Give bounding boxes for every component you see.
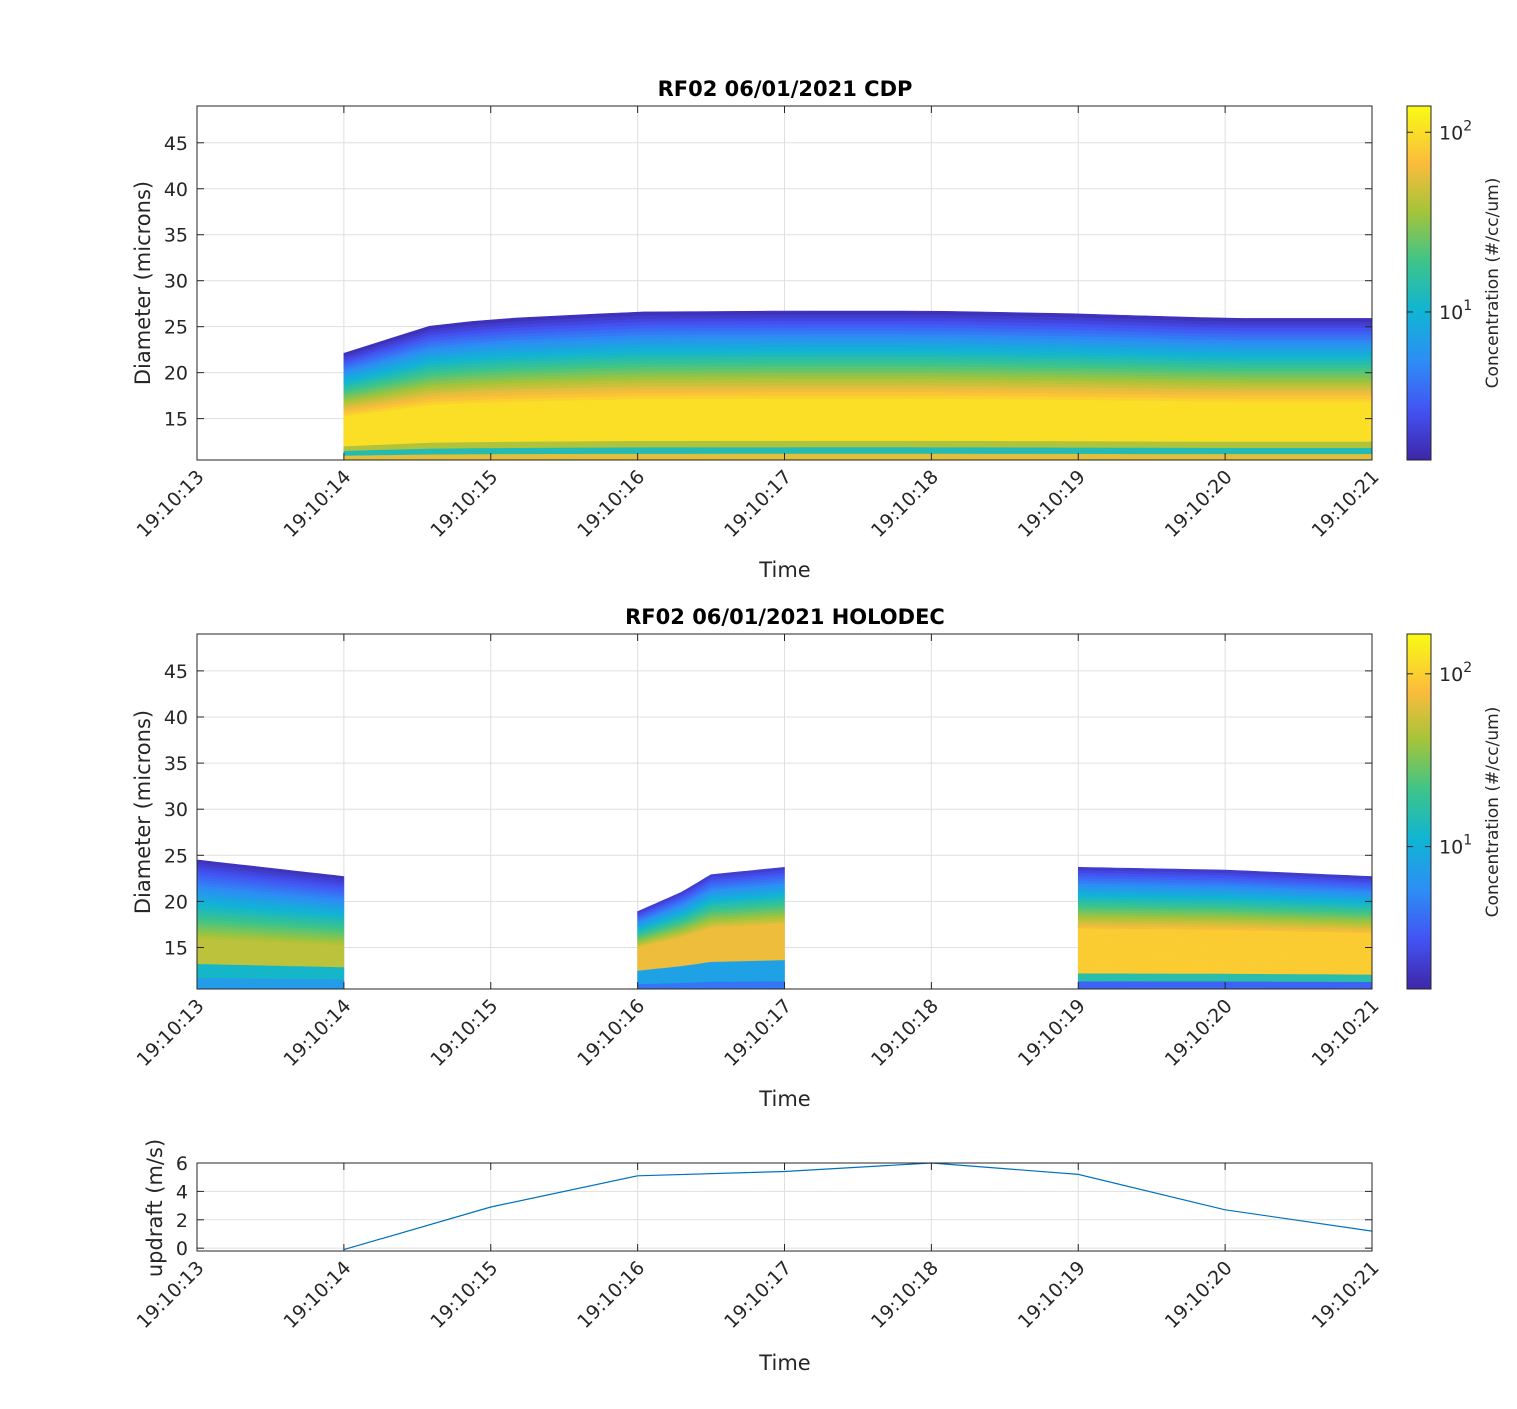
cdp-x-tick-label: 19:10:14	[280, 466, 356, 542]
updraft-x-tick-label: 19:10:18	[867, 1257, 943, 1333]
cdp-x-tick-label: 19:10:15	[426, 466, 502, 542]
holodec-colorbar-tick-exp: 1	[1463, 833, 1472, 849]
cdp-title: RF02 06/01/2021 CDP	[658, 77, 913, 101]
holodec-y-ticks: 15 20 25 30 35 40 45	[164, 661, 1372, 960]
holodec-heatmap-band	[196, 859, 345, 880]
updraft-y-tick-label: 0	[176, 1238, 188, 1260]
cdp-colorbar: 101 102 Concentration (#/cc/um)	[1406, 105, 1503, 461]
cdp-colorbar-tick-label: 102	[1439, 118, 1472, 144]
cdp-y-tick-label: 15	[164, 409, 188, 431]
updraft-y-ticks: 0 2 4 6	[176, 1153, 1372, 1260]
holodec-x-tick-label: 19:10:19	[1014, 995, 1090, 1071]
cdp-y-tick-label: 35	[164, 225, 188, 247]
cdp-y-tick-label: 30	[164, 271, 188, 293]
cdp-colorbar-tick-exp: 1	[1463, 298, 1472, 314]
holodec-colorbar: 101 102 Concentration (#/cc/um)	[1406, 633, 1503, 990]
cdp-xlabel: Time	[758, 558, 810, 582]
cdp-heatmap	[343, 310, 1373, 461]
cdp-colorbar-tick-label: 101	[1439, 298, 1472, 324]
cdp-y-ticks: 15 20 25 30 35 40 45	[164, 133, 1372, 431]
cdp-panel: RF02 06/01/2021 CDP 19:10:13 19:10:14 19:1…	[131, 77, 1503, 582]
holodec-colorbar-label: Concentration (#/cc/um)	[1483, 707, 1503, 918]
updraft-grid	[196, 1162, 1373, 1251]
holodec-x-tick-label: 19:10:13	[133, 995, 209, 1071]
cdp-ylabel: Diameter (microns)	[131, 181, 155, 385]
holodec-heatmap	[196, 859, 1373, 990]
holodec-x-ticks: 19:10:13 19:10:14 19:10:15 19:10:16 19:10:17…	[133, 634, 1384, 1071]
holodec-x-tick-label: 19:10:21	[1308, 995, 1384, 1071]
cdp-x-tick-label: 19:10:17	[720, 466, 796, 542]
holodec-x-tick-label: 19:10:14	[280, 995, 356, 1071]
updraft-ylabel: updraft (m/s)	[143, 1139, 167, 1277]
updraft-panel: 19:10:13 19:10:14 19:10:15 19:10:16 19:10:17…	[133, 1139, 1384, 1375]
cdp-colorbar-label: Concentration (#/cc/um)	[1483, 178, 1503, 389]
updraft-y-tick-label: 6	[176, 1153, 188, 1175]
updraft-y-tick-label: 2	[176, 1210, 188, 1232]
holodec-colorbar-tick-label: 101	[1439, 833, 1472, 859]
holodec-y-tick-label: 45	[164, 661, 188, 683]
holodec-y-tick-label: 25	[164, 845, 188, 867]
cdp-colorbar-tick-exp: 2	[1463, 118, 1472, 134]
updraft-x-tick-label: 19:10:21	[1308, 1257, 1384, 1333]
holodec-xlabel: Time	[758, 1087, 810, 1111]
holodec-x-tick-label: 19:10:18	[867, 995, 943, 1071]
updraft-line-layer	[343, 1162, 1373, 1251]
updraft-x-tick-label: 19:10:15	[426, 1257, 502, 1333]
cdp-x-tick-label: 19:10:19	[1014, 466, 1090, 542]
holodec-title: RF02 06/01/2021 HOLODEC	[625, 605, 945, 629]
holodec-x-tick-label: 19:10:20	[1161, 995, 1237, 1071]
holodec-colorbar-tick-label: 102	[1439, 660, 1472, 686]
holodec-heatmap-band	[637, 866, 785, 914]
holodec-y-tick-label: 30	[164, 799, 188, 821]
cdp-y-tick-label: 20	[164, 363, 188, 385]
holodec-y-tick-label: 15	[164, 938, 188, 960]
updraft-xlabel: Time	[758, 1351, 810, 1375]
holodec-y-tick-label: 20	[164, 891, 188, 913]
cdp-x-tick-label: 19:10:16	[573, 466, 649, 542]
holodec-colorbar-ramp	[1406, 633, 1432, 990]
holodec-y-tick-label: 40	[164, 707, 188, 729]
updraft-series-line	[343, 1162, 1373, 1251]
holodec-colorbar-tick-exp: 2	[1463, 660, 1472, 676]
cdp-y-tick-label: 40	[164, 179, 188, 201]
cdp-y-tick-label: 25	[164, 317, 188, 339]
holodec-x-tick-label: 19:10:16	[573, 995, 649, 1071]
cdp-x-tick-label: 19:10:18	[867, 466, 943, 542]
holodec-x-tick-label: 19:10:17	[720, 995, 796, 1071]
holodec-x-tick-label: 19:10:15	[426, 995, 502, 1071]
updraft-x-tick-label: 19:10:14	[280, 1257, 356, 1333]
updraft-x-tick-label: 19:10:19	[1014, 1257, 1090, 1333]
updraft-y-tick-label: 4	[176, 1181, 188, 1203]
updraft-x-tick-label: 19:10:17	[720, 1257, 796, 1333]
cdp-x-tick-label: 19:10:13	[133, 466, 209, 542]
holodec-panel: RF02 06/01/2021 HOLODEC 19:10:13 19:10:14…	[131, 605, 1503, 1111]
cdp-colorbar-ramp	[1406, 105, 1432, 461]
holodec-ylabel: Diameter (microns)	[131, 710, 155, 914]
updraft-x-tick-label: 19:10:16	[573, 1257, 649, 1333]
updraft-x-tick-label: 19:10:20	[1161, 1257, 1237, 1333]
cdp-x-tick-label: 19:10:20	[1161, 466, 1237, 542]
holodec-y-tick-label: 35	[164, 753, 188, 775]
cdp-x-tick-label: 19:10:21	[1308, 466, 1384, 542]
cdp-y-tick-label: 45	[164, 133, 188, 155]
